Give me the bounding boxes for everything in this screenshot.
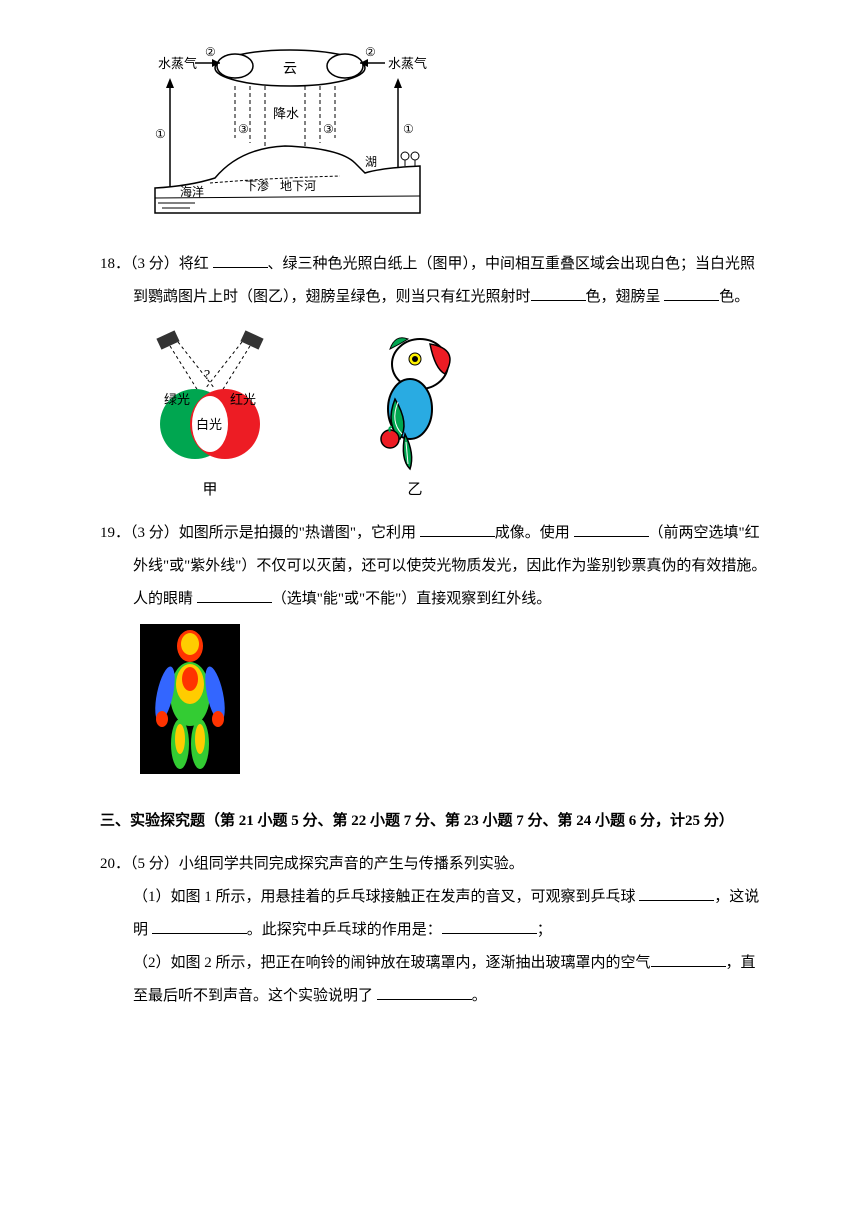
q19-t2: 成像。使用 [495,525,574,541]
q20-blank1 [639,883,714,901]
q20-blank5 [377,982,472,1000]
precip-label: 降水 [273,106,299,121]
q18-t1: 将红 [179,256,213,272]
light-mix-svg: ? 绿光 红光 白光 [140,324,280,474]
circle1-left: ① [155,127,166,141]
q20-t1: 小组同学共同完成探究声音的产生与传播系列实验。 [179,856,524,872]
ground-label: 地下河 [280,179,316,193]
vapor-right-label: 水蒸气 [388,56,427,71]
question-18: 18．（3 分）将红 、绿三种色光照白纸上（图甲），中间相互重叠区域会出现白色；… [100,248,770,507]
figure-yi: 乙 [360,324,470,507]
q20-number: 20． [100,856,130,872]
figure-jia: ? 绿光 红光 白光 甲 [140,324,280,507]
q20-sub1: （1）如图 1 所示，用悬挂着的乒乓球接触正在发声的音叉，可观察到乒乓球 ，这说… [100,881,770,947]
q19-number: 19． [100,525,130,541]
q20-main: 20．（5 分）小组同学共同完成探究声音的产生与传播系列实验。 [100,848,770,881]
green-light-label: 绿光 [164,392,190,407]
q18-points: （3 分） [130,256,179,272]
section-3-header: 三、实验探究题（第 21 小题 5 分、第 22 小题 7 分、第 23 小题 … [100,805,770,838]
q18-text: 18．（3 分）将红 、绿三种色光照白纸上（图甲），中间相互重叠区域会出现白色；… [100,248,770,314]
cloud-label: 云 [283,62,297,77]
question-19: 19．（3 分）如图所示是拍摄的"热谱图"，它利用 成像。使用 （前两空选填"红… [100,517,770,787]
q18-figures: ? 绿光 红光 白光 甲 [140,324,770,507]
q19-points: （3 分） [130,525,179,541]
q20-s2a: （2）如图 2 所示，把正在响铃的闹钟放在玻璃罩内，逐渐抽出玻璃罩内的空气 [133,955,651,971]
vapor-left-label: 水蒸气 [158,56,197,71]
parrot-svg [360,324,470,474]
thermal-figure [140,624,770,787]
q19-blank2 [574,519,649,537]
thermal-svg [140,624,240,774]
q18-t3: 色，翅膀呈 [586,289,665,305]
circle1-right: ① [403,122,414,136]
circle3-right: ③ [323,122,334,136]
water-cycle-diagram: 云 水蒸气 ② 水蒸气 ② ① ① 降水 ③ ③ 海洋 下渗 地 [140,38,770,236]
yi-label: 乙 [407,474,422,507]
question-20: 20．（5 分）小组同学共同完成探究声音的产生与传播系列实验。 （1）如图 1 … [100,848,770,1013]
q20-blank2 [152,916,247,934]
q19-blank3 [197,585,272,603]
ocean-label: 海洋 [180,184,204,199]
q20-s1a: （1）如图 1 所示，用悬挂着的乒乓球接触正在发声的音叉，可观察到乒乓球 [133,889,639,905]
circle2-right: ② [365,45,376,59]
q18-blank3 [664,283,719,301]
q18-number: 18． [100,256,130,272]
q19-text: 19．（3 分）如图所示是拍摄的"热谱图"，它利用 成像。使用 （前两空选填"红… [100,517,770,616]
q18-blank2 [531,283,586,301]
water-cycle-svg: 云 水蒸气 ② 水蒸气 ② ① ① 降水 ③ ③ 海洋 下渗 地 [140,38,440,223]
q20-blank3 [442,916,537,934]
q18-t4: 色。 [719,289,749,305]
svg-text:?: ? [204,368,210,383]
q20-s2c: 。 [472,988,487,1004]
lake-label: 湖 [365,154,377,169]
circle2-left: ② [205,45,216,59]
white-light-label: 白光 [196,417,222,432]
infilt-label: 下渗 [245,178,269,193]
q20-points: （5 分） [130,856,179,872]
q20-sub2: （2）如图 2 所示，把正在响铃的闹钟放在玻璃罩内，逐渐抽出玻璃罩内的空气，直至… [100,947,770,1013]
q20-blank4 [651,949,726,967]
q18-blank1 [213,250,268,268]
circle3-left: ③ [238,122,249,136]
jia-label: 甲 [202,474,217,507]
q20-s1c: 。此探究中乒乓球的作用是： [247,922,442,938]
q19-blank1 [420,519,495,537]
red-light-label: 红光 [230,392,256,407]
q19-t4: （选填"能"或"不能"）直接观察到红外线。 [272,591,552,607]
q20-s1d: ； [537,922,552,938]
q19-t1: 如图所示是拍摄的"热谱图"，它利用 [179,525,420,541]
